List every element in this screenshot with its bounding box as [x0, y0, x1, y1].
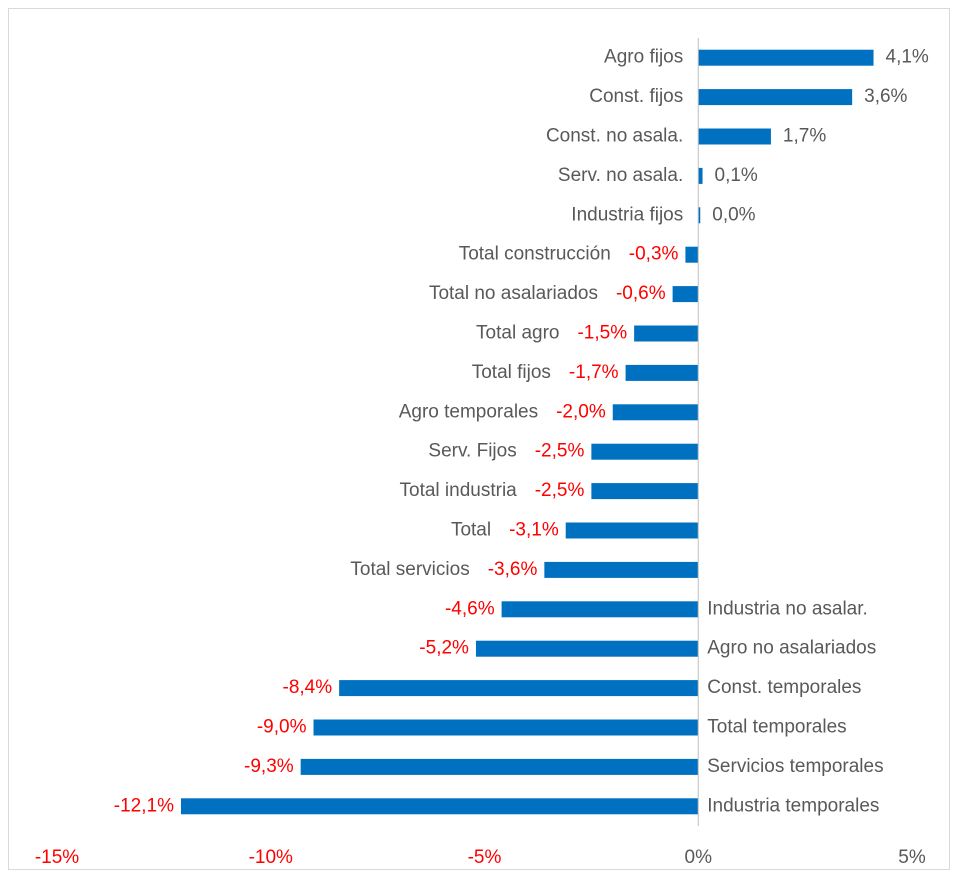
bar — [672, 286, 699, 303]
x-tick-label: 5% — [898, 847, 926, 868]
category-label: Agro fijos — [604, 47, 683, 68]
value-label: 4,1% — [886, 47, 929, 68]
x-tick-label: -10% — [249, 847, 293, 868]
category-label: Const. no asala. — [546, 126, 683, 147]
bar — [339, 680, 699, 697]
value-label: -0,3% — [629, 244, 679, 265]
bar — [565, 522, 699, 539]
bar — [180, 798, 699, 815]
value-label: -5,2% — [419, 638, 469, 659]
bar — [698, 49, 874, 66]
category-label: Servicios temporales — [707, 756, 883, 777]
category-label: Total no asalariados — [429, 283, 598, 304]
value-label: 1,7% — [783, 126, 826, 147]
category-label: Total agro — [476, 323, 559, 344]
bar — [698, 207, 701, 224]
category-label: Serv. Fijos — [428, 441, 516, 462]
category-label: Agro no asalariados — [707, 638, 876, 659]
category-label: Serv. no asala. — [558, 165, 683, 186]
value-label: 3,6% — [864, 86, 907, 107]
bar — [313, 719, 699, 736]
bar — [475, 640, 699, 657]
bar — [698, 128, 771, 145]
value-label: -8,4% — [283, 677, 333, 698]
value-label: -0,6% — [616, 283, 666, 304]
bar — [698, 167, 703, 184]
category-label: Industria no asalar. — [707, 598, 868, 619]
value-label: -2,0% — [556, 401, 606, 422]
category-label: Total industria — [400, 480, 518, 501]
bar — [612, 404, 699, 421]
value-label: -9,3% — [244, 756, 294, 777]
bar — [300, 758, 699, 775]
category-label: Agro temporales — [399, 401, 538, 422]
bar — [698, 89, 853, 106]
category-label: Total fijos — [472, 362, 551, 383]
bar — [634, 325, 699, 342]
category-label: Total construcción — [459, 244, 611, 265]
value-label: -1,5% — [577, 323, 627, 344]
category-label: Const. fijos — [589, 86, 683, 107]
value-label: 0,1% — [715, 165, 758, 186]
bar — [625, 364, 699, 381]
bar — [685, 246, 699, 263]
value-label: -2,5% — [535, 441, 585, 462]
value-label: -2,5% — [535, 480, 585, 501]
value-label: -1,7% — [569, 362, 619, 383]
value-label: -9,0% — [257, 717, 307, 738]
x-tick-label: -5% — [468, 847, 502, 868]
category-label: Const. temporales — [707, 677, 861, 698]
bar — [501, 601, 699, 618]
value-label: 0,0% — [712, 204, 755, 225]
category-label: Industria fijos — [571, 204, 683, 225]
bar — [591, 483, 699, 500]
value-label: -12,1% — [114, 795, 174, 816]
bar — [544, 561, 699, 578]
category-label: Total servicios — [350, 559, 469, 580]
value-label: -3,1% — [509, 520, 559, 541]
value-label: -4,6% — [445, 598, 495, 619]
category-label: Total temporales — [707, 717, 846, 738]
value-label: -3,6% — [488, 559, 538, 580]
category-label: Industria temporales — [707, 795, 879, 816]
x-tick-label: -15% — [35, 847, 79, 868]
bar — [591, 443, 699, 460]
x-tick-label: 0% — [685, 847, 713, 868]
category-label: Total — [451, 520, 491, 541]
